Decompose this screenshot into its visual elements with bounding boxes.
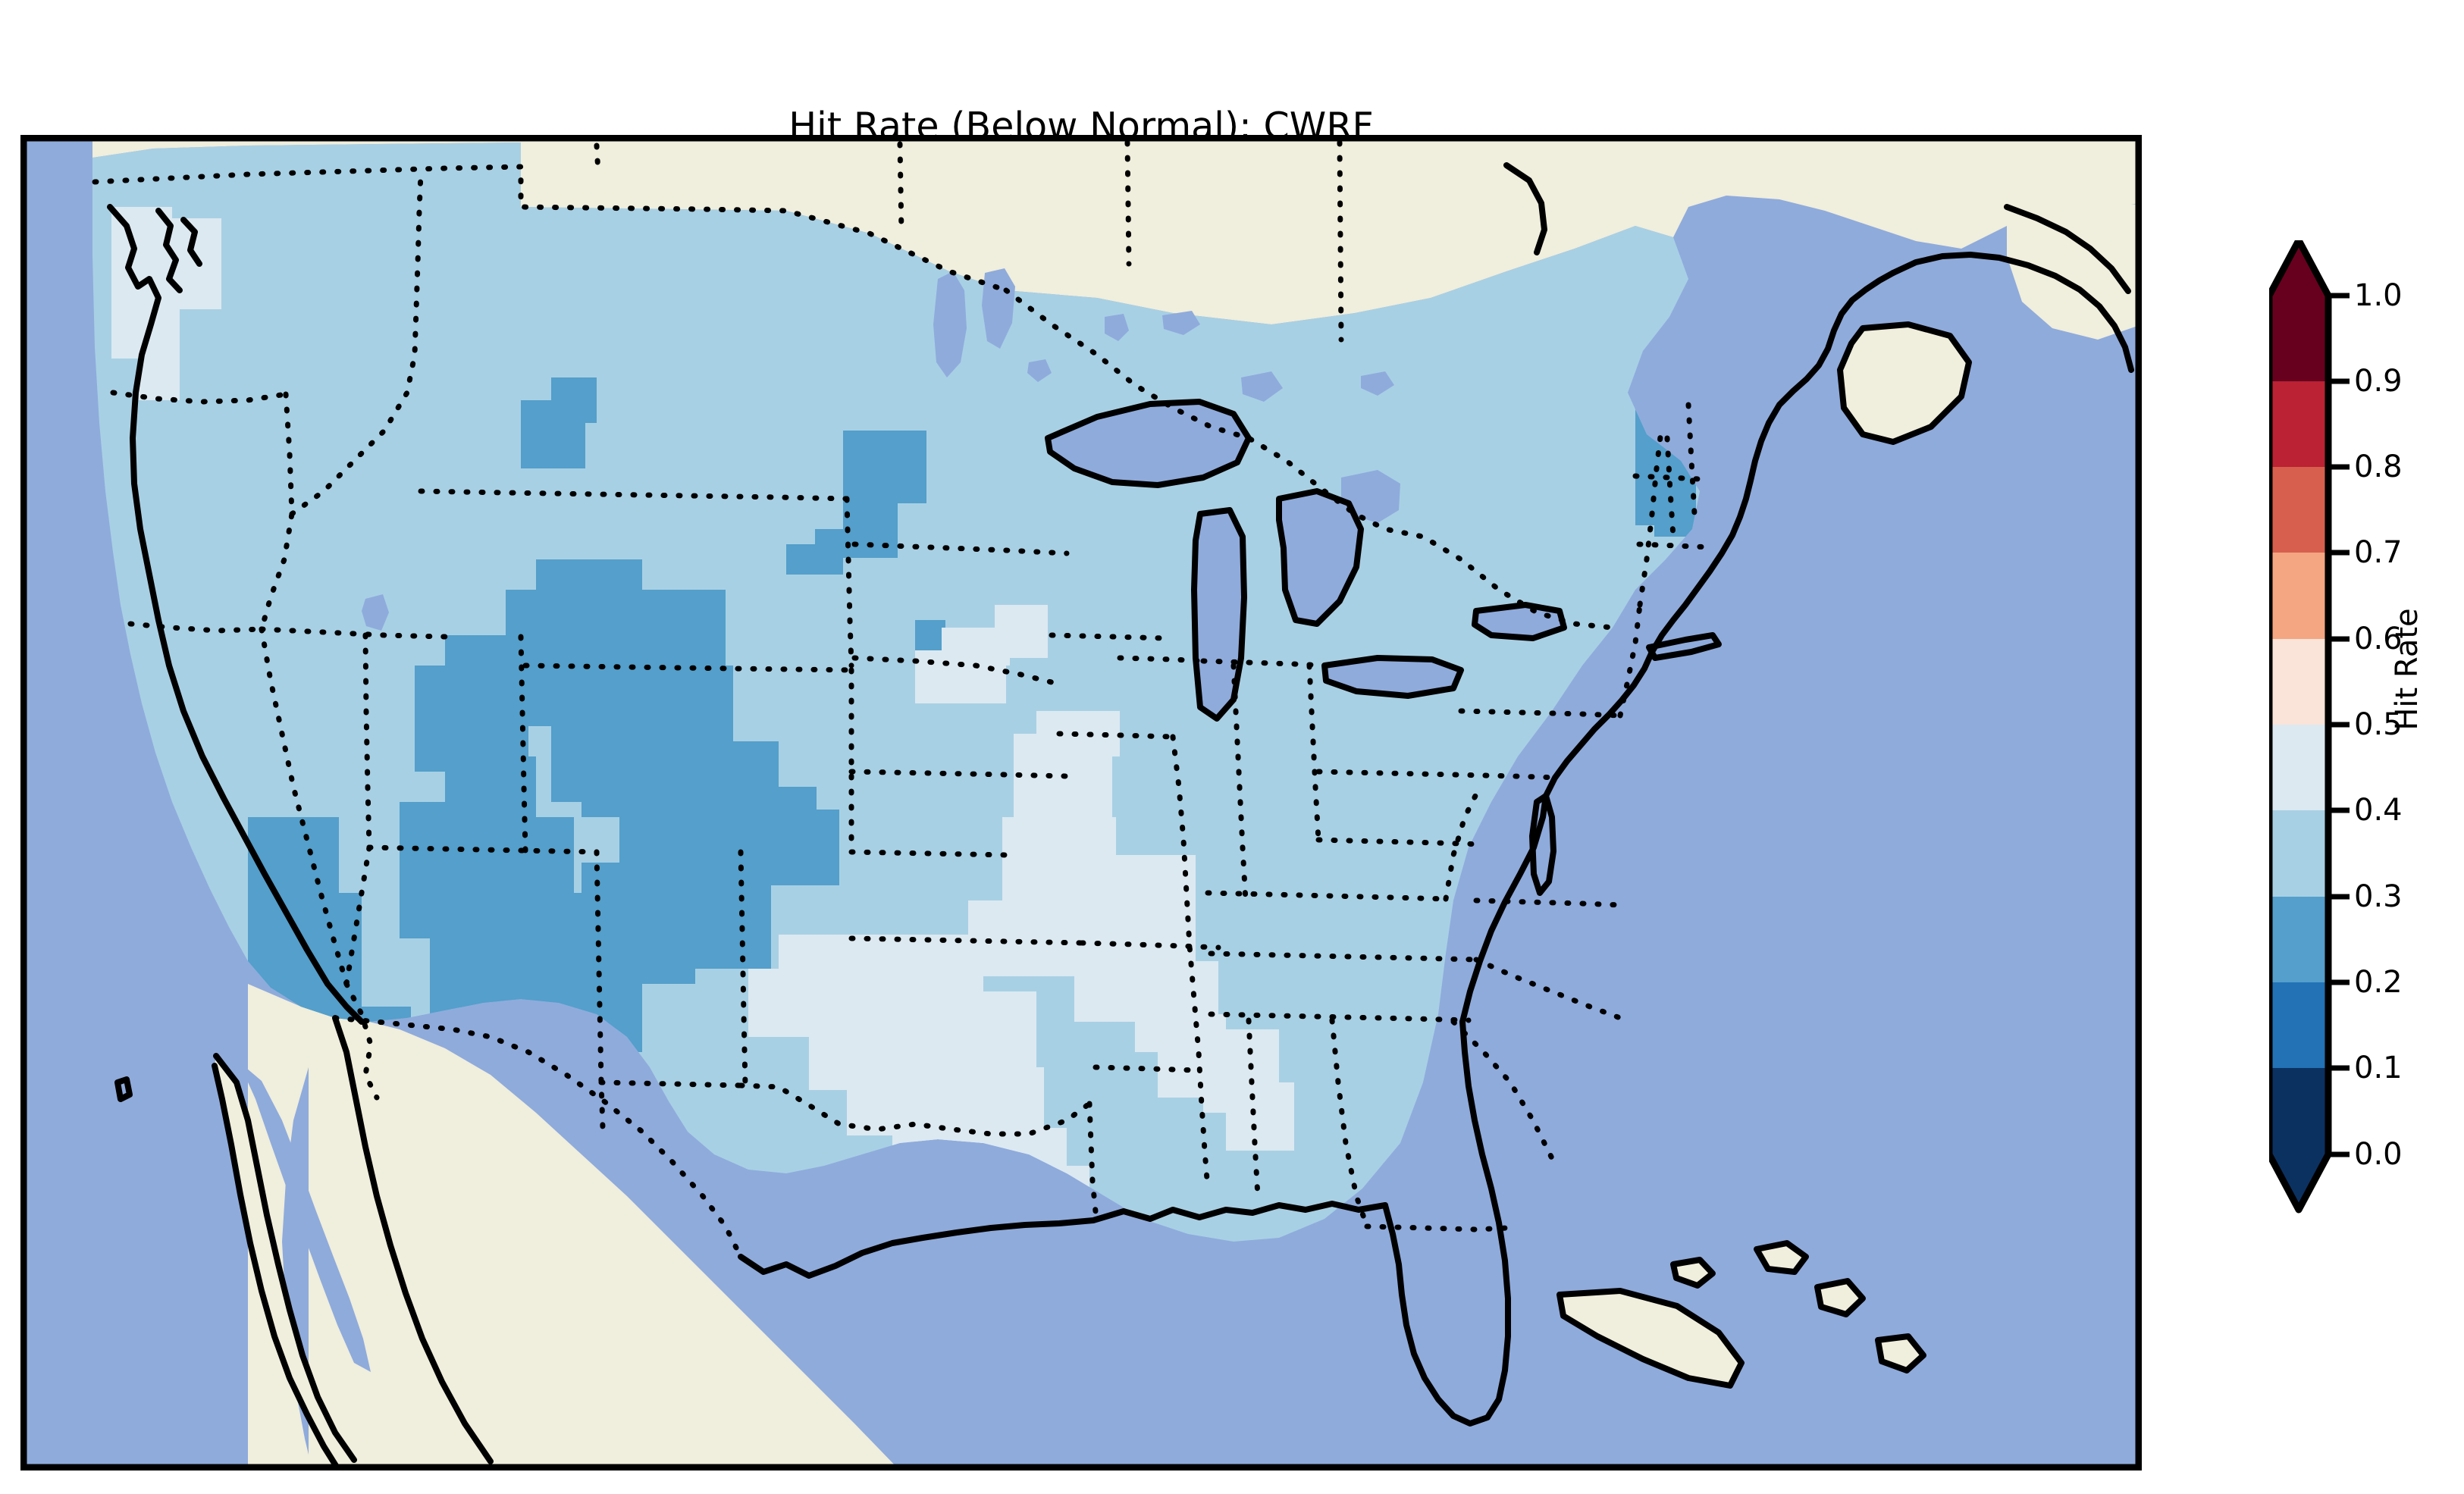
cb-band-0.6-0.7	[2269, 553, 2328, 639]
cb-tick-label-0.6: 0.6	[2354, 622, 2403, 656]
cb-tick-label-0.7: 0.7	[2354, 535, 2403, 570]
cb-band-0.7-0.8	[2269, 467, 2328, 553]
nova-scotia	[1840, 324, 1969, 442]
cb-tick-label-0.0: 0.0	[2354, 1137, 2403, 1172]
lake-huron	[1279, 491, 1361, 624]
cb-band-0.1-0.2	[2269, 982, 2328, 1069]
map-axes[interactable]	[20, 135, 2142, 1471]
cuba	[1560, 1291, 1741, 1386]
canada-lake-1	[1105, 314, 1129, 341]
cb-band-0.4-0.5	[2269, 725, 2328, 811]
cb-band-0.0-0.1	[2269, 1068, 2328, 1154]
cb-band-0.3-0.4	[2269, 810, 2328, 897]
lake-ontario	[1475, 605, 1564, 638]
mexico-mainland	[309, 1010, 897, 1467]
colorbar-ticks	[2328, 293, 2350, 1157]
cb-band-0.9-1.0	[2269, 296, 2328, 382]
cb-tick-label-0.2: 0.2	[2354, 965, 2403, 1000]
lake-erie	[1324, 658, 1461, 696]
colorbar-extend-bottom	[2269, 1154, 2328, 1210]
colorbar-bands	[2269, 240, 2328, 1210]
canada-lake-2	[1162, 311, 1200, 335]
cb-band-0.5-0.6	[2269, 639, 2328, 725]
lake-superior	[1048, 402, 1249, 485]
cb-tick-label-0.3: 0.3	[2354, 879, 2403, 914]
cb-band-0.2-0.3	[2269, 897, 2328, 983]
canada-landmass	[92, 139, 2138, 324]
canada-lake-3	[1241, 371, 1283, 402]
cb-tick-label-0.8: 0.8	[2354, 449, 2403, 484]
colorbar-svg	[2269, 240, 2350, 1214]
cb-tick-label-0.9: 0.9	[2354, 364, 2403, 399]
cb-tick-label-0.4: 0.4	[2354, 793, 2403, 828]
map-rendering	[24, 139, 2138, 1467]
baja-peninsula	[215, 1056, 362, 1467]
cb-tick-label-0.5: 0.5	[2354, 707, 2403, 742]
lake-of-the-woods	[1027, 359, 1052, 382]
lake-winnipeg	[933, 271, 967, 377]
canada-lake-4	[1361, 371, 1394, 396]
maritimes-land	[2007, 202, 2138, 340]
cb-tick-label-1.0: 1.0	[2354, 278, 2403, 313]
colorbar[interactable]	[2269, 240, 2451, 1309]
cb-band-0.8-0.9	[2269, 381, 2328, 468]
coastlines	[107, 162, 2134, 1467]
great-salt-lake	[362, 594, 389, 631]
cb-tick-label-0.1: 0.1	[2354, 1051, 2403, 1085]
colorbar-axis-label: Hit Rate	[2390, 608, 2425, 731]
colorbar-extend-top	[2269, 240, 2328, 296]
gulf-of-california	[237, 1060, 371, 1372]
georgian-bay	[1341, 470, 1400, 523]
state-borders	[92, 139, 1714, 1260]
inland-water-bodies	[237, 268, 1564, 1372]
